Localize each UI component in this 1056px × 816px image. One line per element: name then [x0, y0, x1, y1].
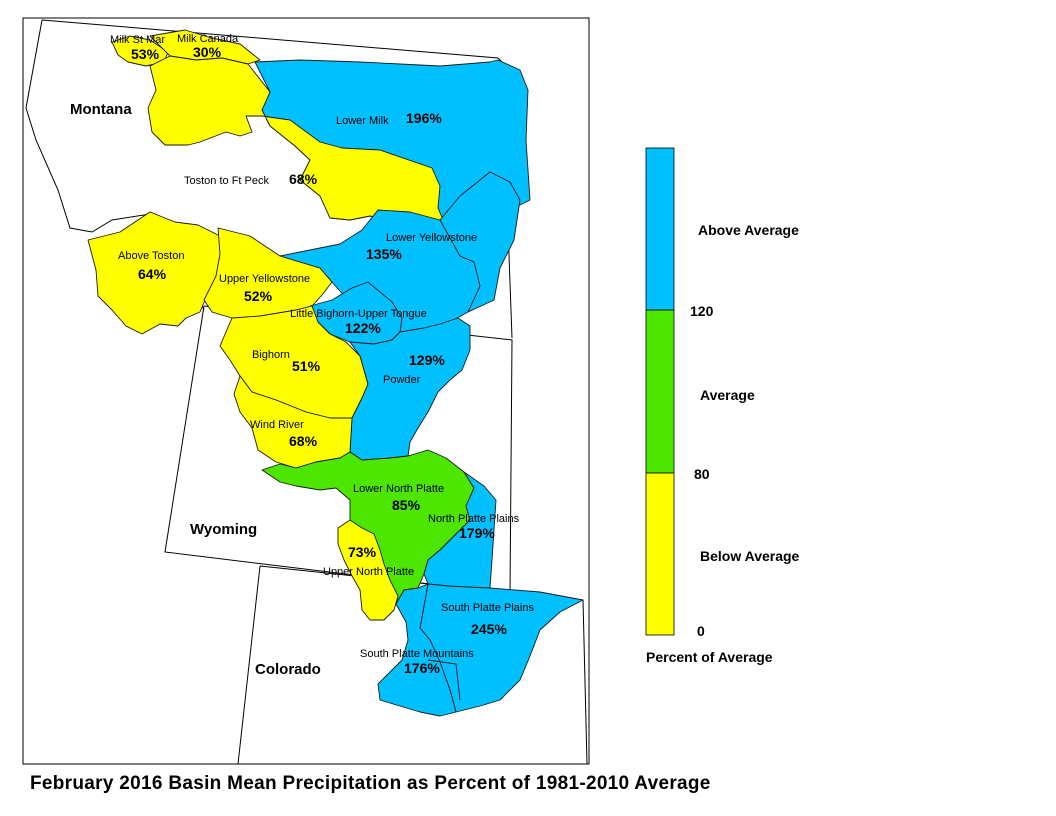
legend-label-above: Above Average — [698, 222, 799, 238]
basin-pct-south-platte-plains: 245% — [471, 621, 507, 637]
basin-name-little-bighorn-upper-tongue: Little Bighorn-Upper Tongue — [290, 308, 427, 320]
divide-platte-plains — [427, 659, 461, 701]
basin-above-toston[interactable] — [87, 211, 227, 335]
basin-pct-lower-north-platte: 85% — [392, 497, 421, 513]
legend-swatch-below — [645, 472, 675, 636]
basin-pct-powder: 129% — [409, 352, 445, 368]
basin-pct-lower-milk: 196% — [406, 110, 442, 126]
basin-divides — [427, 219, 481, 701]
basin-pct-milk-st-mary: 53% — [131, 46, 160, 62]
legend-break-120: 120 — [690, 303, 714, 319]
basin-pct-wind-river: 68% — [289, 433, 318, 449]
basin-pct-bighorn: 51% — [292, 358, 321, 374]
basin-name-north-platte-plains: North Platte Plains — [428, 513, 520, 525]
basin-toston-to-ft-peck[interactable] — [147, 55, 445, 229]
state-label-colorado: Colorado — [255, 661, 321, 678]
legend-title: Percent of Average — [646, 649, 773, 665]
basin-south-platte-mountains[interactable] — [377, 583, 457, 717]
basin-name-powder: Powder — [383, 374, 421, 386]
legend-break-0: 0 — [697, 623, 705, 639]
basin-pct-little-bighorn-upper-tongue: 122% — [345, 320, 381, 336]
basin-pct-above-toston: 64% — [138, 266, 167, 282]
basin-name-milk-st-mary: Milk St Mar — [110, 34, 165, 46]
basin-name-above-toston: Above Toston — [118, 250, 184, 262]
legend: Above Average Average Below Average 120 … — [645, 147, 800, 665]
basin-name-lower-milk: Lower Milk — [336, 115, 389, 127]
map-caption: February 2016 Basin Mean Precipitation a… — [30, 773, 711, 794]
basin-pct-south-platte-mountains: 176% — [404, 660, 440, 676]
basin-name-lower-yellowstone: Lower Yellowstone — [386, 232, 477, 244]
basin-name-upper-yellowstone: Upper Yellowstone — [219, 273, 310, 285]
basin-name-south-platte-mountains: South Platte Mountains — [360, 648, 474, 660]
legend-swatch-average — [645, 309, 675, 474]
state-label-montana: Montana — [70, 101, 132, 118]
basin-name-upper-north-platte: Upper North Platte — [323, 566, 414, 578]
legend-label-average: Average — [700, 387, 755, 403]
basin-pct-lower-yellowstone: 135% — [366, 246, 402, 262]
state-labels: Montana Wyoming Colorado — [70, 101, 321, 678]
legend-label-below: Below Average — [700, 548, 800, 564]
basin-name-toston-to-ft-peck: Toston to Ft Peck — [184, 175, 269, 187]
basin-powder[interactable] — [349, 317, 471, 461]
basin-pct-upper-north-platte: 73% — [348, 544, 377, 560]
basin-upper-north-platte[interactable] — [337, 519, 399, 621]
basin-pct-toston-to-ft-peck: 68% — [289, 171, 318, 187]
basin-pct-milk-canada: 30% — [193, 44, 222, 60]
basin-labels: Milk St Mar 53% Milk Canada 30% Lower Mi… — [110, 33, 534, 676]
basin-name-bighorn: Bighorn — [252, 349, 290, 361]
basin-pct-north-platte-plains: 179% — [459, 525, 495, 541]
state-label-wyoming: Wyoming — [190, 521, 257, 538]
basins — [87, 29, 584, 717]
basin-pct-upper-yellowstone: 52% — [244, 288, 273, 304]
divide-yellowstone-powder — [439, 219, 481, 313]
legend-swatch-above — [645, 147, 675, 311]
basin-name-lower-north-platte: Lower North Platte — [353, 483, 444, 495]
basin-name-wind-river: Wind River — [250, 419, 304, 431]
legend-break-80: 80 — [694, 466, 710, 482]
basin-name-milk-canada: Milk Canada — [177, 33, 239, 45]
basin-name-south-platte-plains: South Platte Plains — [441, 602, 534, 614]
